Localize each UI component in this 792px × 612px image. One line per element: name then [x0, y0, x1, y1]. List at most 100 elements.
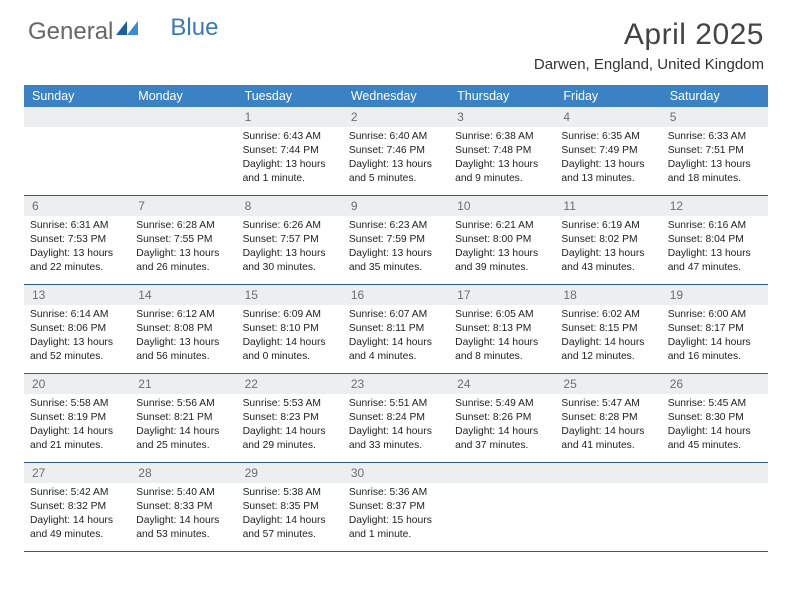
day-details: Sunrise: 5:38 AMSunset: 8:35 PMDaylight:… — [237, 483, 343, 546]
daylight-text: Daylight: 13 hours and 39 minutes. — [455, 247, 549, 275]
sunset-text: Sunset: 7:48 PM — [455, 144, 549, 158]
daylight-text: Daylight: 13 hours and 22 minutes. — [30, 247, 124, 275]
day-details: Sunrise: 6:07 AMSunset: 8:11 PMDaylight:… — [343, 305, 449, 368]
day-number: 24 — [449, 374, 555, 394]
day-number: 20 — [24, 374, 130, 394]
day-cell: 28Sunrise: 5:40 AMSunset: 8:33 PMDayligh… — [130, 463, 236, 551]
day-number: 22 — [237, 374, 343, 394]
sunrise-text: Sunrise: 6:33 AM — [668, 130, 762, 144]
daylight-text: Daylight: 14 hours and 8 minutes. — [455, 336, 549, 364]
day-number: 17 — [449, 285, 555, 305]
day-details: Sunrise: 5:36 AMSunset: 8:37 PMDaylight:… — [343, 483, 449, 546]
day-header: Monday — [130, 85, 236, 107]
day-details: Sunrise: 5:40 AMSunset: 8:33 PMDaylight:… — [130, 483, 236, 546]
day-header: Thursday — [449, 85, 555, 107]
sunset-text: Sunset: 8:23 PM — [243, 411, 337, 425]
sunset-text: Sunset: 7:51 PM — [668, 144, 762, 158]
daylight-text: Daylight: 14 hours and 0 minutes. — [243, 336, 337, 364]
sunset-text: Sunset: 8:00 PM — [455, 233, 549, 247]
day-details: Sunrise: 6:05 AMSunset: 8:13 PMDaylight:… — [449, 305, 555, 368]
sunrise-text: Sunrise: 5:56 AM — [136, 397, 230, 411]
sunset-text: Sunset: 8:04 PM — [668, 233, 762, 247]
day-number: 5 — [662, 107, 768, 127]
day-number: 2 — [343, 107, 449, 127]
sunset-text: Sunset: 8:11 PM — [349, 322, 443, 336]
sunset-text: Sunset: 8:13 PM — [455, 322, 549, 336]
day-cell — [24, 107, 130, 195]
sunrise-text: Sunrise: 5:36 AM — [349, 486, 443, 500]
day-number: 11 — [555, 196, 661, 216]
day-number: 30 — [343, 463, 449, 483]
day-number: 15 — [237, 285, 343, 305]
sunset-text: Sunset: 8:30 PM — [668, 411, 762, 425]
daylight-text: Daylight: 13 hours and 1 minute. — [243, 158, 337, 186]
sunset-text: Sunset: 8:28 PM — [561, 411, 655, 425]
sunset-text: Sunset: 8:08 PM — [136, 322, 230, 336]
day-cell: 10Sunrise: 6:21 AMSunset: 8:00 PMDayligh… — [449, 196, 555, 284]
sunset-text: Sunset: 8:02 PM — [561, 233, 655, 247]
day-details: Sunrise: 6:35 AMSunset: 7:49 PMDaylight:… — [555, 127, 661, 190]
day-details: Sunrise: 6:00 AMSunset: 8:17 PMDaylight:… — [662, 305, 768, 368]
daylight-text: Daylight: 14 hours and 12 minutes. — [561, 336, 655, 364]
sunrise-text: Sunrise: 5:45 AM — [668, 397, 762, 411]
sunset-text: Sunset: 7:57 PM — [243, 233, 337, 247]
day-cell: 29Sunrise: 5:38 AMSunset: 8:35 PMDayligh… — [237, 463, 343, 551]
day-cell: 16Sunrise: 6:07 AMSunset: 8:11 PMDayligh… — [343, 285, 449, 373]
day-number: 1 — [237, 107, 343, 127]
week-row: 13Sunrise: 6:14 AMSunset: 8:06 PMDayligh… — [24, 285, 768, 374]
daylight-text: Daylight: 13 hours and 56 minutes. — [136, 336, 230, 364]
sunrise-text: Sunrise: 6:12 AM — [136, 308, 230, 322]
sunset-text: Sunset: 8:06 PM — [30, 322, 124, 336]
day-header: Tuesday — [237, 85, 343, 107]
sunset-text: Sunset: 7:46 PM — [349, 144, 443, 158]
day-number — [662, 463, 768, 483]
day-cell — [449, 463, 555, 551]
day-details: Sunrise: 6:12 AMSunset: 8:08 PMDaylight:… — [130, 305, 236, 368]
day-details: Sunrise: 6:38 AMSunset: 7:48 PMDaylight:… — [449, 127, 555, 190]
day-cell — [555, 463, 661, 551]
day-details: Sunrise: 6:21 AMSunset: 8:00 PMDaylight:… — [449, 216, 555, 279]
day-cell: 18Sunrise: 6:02 AMSunset: 8:15 PMDayligh… — [555, 285, 661, 373]
sunrise-text: Sunrise: 6:40 AM — [349, 130, 443, 144]
sunrise-text: Sunrise: 5:40 AM — [136, 486, 230, 500]
day-number: 21 — [130, 374, 236, 394]
sunrise-text: Sunrise: 6:38 AM — [455, 130, 549, 144]
sunset-text: Sunset: 8:10 PM — [243, 322, 337, 336]
day-cell: 24Sunrise: 5:49 AMSunset: 8:26 PMDayligh… — [449, 374, 555, 462]
brand-logo: General Blue — [28, 18, 190, 46]
header: General Blue April 2025 Darwen, England,… — [0, 0, 792, 79]
day-cell: 13Sunrise: 6:14 AMSunset: 8:06 PMDayligh… — [24, 285, 130, 373]
day-details: Sunrise: 6:23 AMSunset: 7:59 PMDaylight:… — [343, 216, 449, 279]
day-details: Sunrise: 6:31 AMSunset: 7:53 PMDaylight:… — [24, 216, 130, 279]
sunset-text: Sunset: 7:53 PM — [30, 233, 124, 247]
day-cell: 21Sunrise: 5:56 AMSunset: 8:21 PMDayligh… — [130, 374, 236, 462]
day-details: Sunrise: 6:14 AMSunset: 8:06 PMDaylight:… — [24, 305, 130, 368]
day-cell: 23Sunrise: 5:51 AMSunset: 8:24 PMDayligh… — [343, 374, 449, 462]
daylight-text: Daylight: 14 hours and 29 minutes. — [243, 425, 337, 453]
daylight-text: Daylight: 14 hours and 49 minutes. — [30, 514, 124, 542]
day-details: Sunrise: 5:58 AMSunset: 8:19 PMDaylight:… — [24, 394, 130, 457]
day-cell: 27Sunrise: 5:42 AMSunset: 8:32 PMDayligh… — [24, 463, 130, 551]
day-details: Sunrise: 5:56 AMSunset: 8:21 PMDaylight:… — [130, 394, 236, 457]
sunrise-text: Sunrise: 6:23 AM — [349, 219, 443, 233]
day-number: 27 — [24, 463, 130, 483]
day-cell: 5Sunrise: 6:33 AMSunset: 7:51 PMDaylight… — [662, 107, 768, 195]
day-number — [24, 107, 130, 127]
daylight-text: Daylight: 14 hours and 45 minutes. — [668, 425, 762, 453]
sunrise-text: Sunrise: 6:26 AM — [243, 219, 337, 233]
daylight-text: Daylight: 14 hours and 33 minutes. — [349, 425, 443, 453]
day-details: Sunrise: 6:43 AMSunset: 7:44 PMDaylight:… — [237, 127, 343, 190]
sunrise-text: Sunrise: 6:05 AM — [455, 308, 549, 322]
day-number: 16 — [343, 285, 449, 305]
day-cell: 4Sunrise: 6:35 AMSunset: 7:49 PMDaylight… — [555, 107, 661, 195]
sunset-text: Sunset: 8:37 PM — [349, 500, 443, 514]
day-details: Sunrise: 5:45 AMSunset: 8:30 PMDaylight:… — [662, 394, 768, 457]
day-details: Sunrise: 5:47 AMSunset: 8:28 PMDaylight:… — [555, 394, 661, 457]
day-details: Sunrise: 6:16 AMSunset: 8:04 PMDaylight:… — [662, 216, 768, 279]
day-header: Saturday — [662, 85, 768, 107]
sunrise-text: Sunrise: 6:28 AM — [136, 219, 230, 233]
day-cell: 2Sunrise: 6:40 AMSunset: 7:46 PMDaylight… — [343, 107, 449, 195]
sunrise-text: Sunrise: 6:19 AM — [561, 219, 655, 233]
sunrise-text: Sunrise: 6:02 AM — [561, 308, 655, 322]
day-number: 28 — [130, 463, 236, 483]
